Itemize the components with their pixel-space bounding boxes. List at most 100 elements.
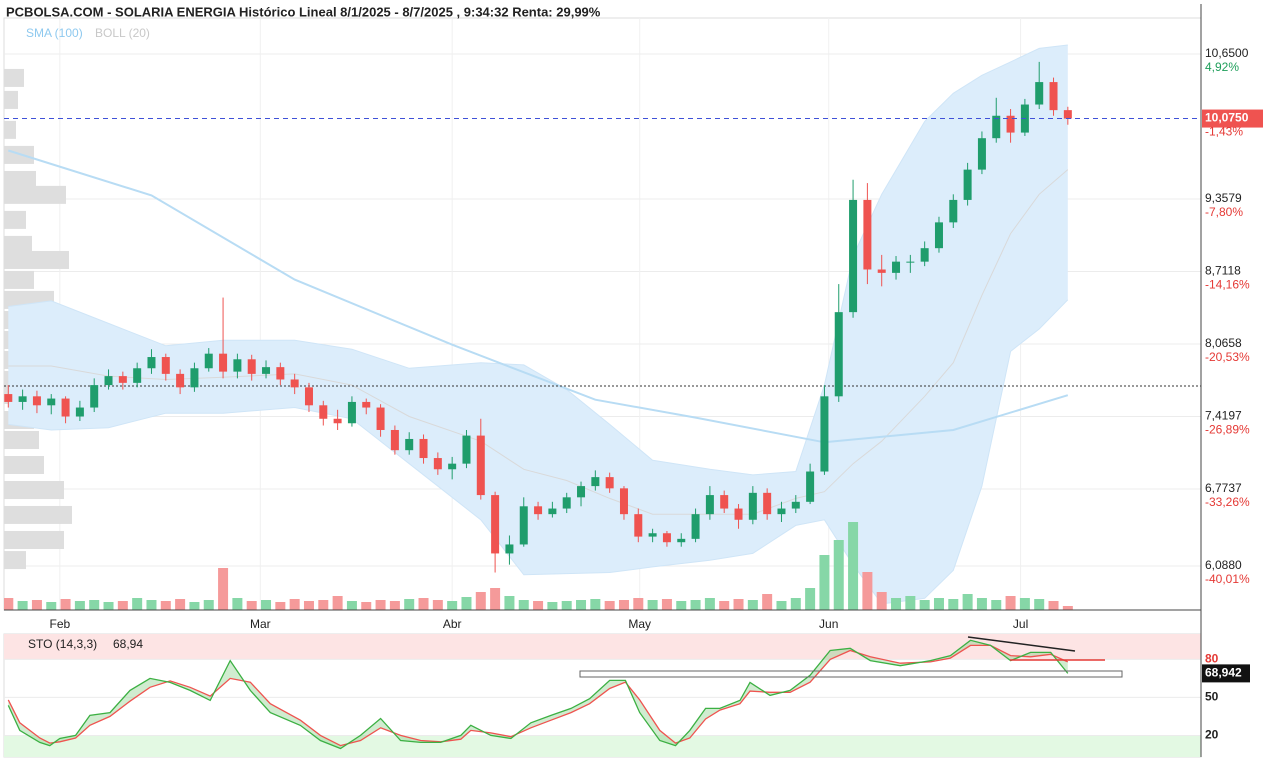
volume-profile-bar (4, 456, 44, 475)
pct-label: -14,16% (1205, 278, 1250, 292)
volume-bar (1019, 598, 1030, 610)
volume-profile-bar (4, 481, 64, 500)
candle-body (734, 508, 743, 520)
main-plot (4, 18, 1201, 610)
candle-body (934, 222, 943, 249)
volume-profile-bar (4, 145, 34, 164)
candle-body (519, 506, 528, 545)
volume-bar (74, 601, 85, 610)
volume-bar (547, 602, 558, 610)
bollinger-band (8, 45, 1068, 604)
candle-body (605, 477, 614, 489)
volume-bar (747, 600, 758, 610)
volume-bar (132, 598, 143, 610)
candle-body (204, 353, 213, 369)
candle-body (548, 508, 557, 515)
candle-body (405, 438, 414, 451)
candle-body (1063, 110, 1072, 119)
volume-bar (704, 598, 715, 610)
candle-body (376, 407, 385, 430)
candle-body (247, 359, 256, 374)
y-tick-label: 8,7118 (1205, 264, 1241, 278)
volume-bar (103, 602, 114, 610)
candle-body (820, 396, 829, 472)
volume-profile-bar (4, 170, 36, 189)
volume-bar (962, 594, 973, 610)
x-tick-label: Mar (250, 617, 271, 631)
volume-bar (604, 601, 615, 610)
candle-body (619, 488, 628, 515)
volume-bar (518, 600, 529, 610)
volume-bar (318, 600, 329, 610)
sto-last-tag (1202, 664, 1250, 683)
volume-bar (303, 601, 314, 610)
candle-body (90, 385, 99, 408)
pct-label: -26,89% (1205, 423, 1250, 437)
candle-body (491, 495, 500, 554)
volume-bar (117, 601, 128, 610)
sma-line (8, 149, 1069, 444)
volume-bar (848, 522, 859, 610)
y-tick-label: 6,0880 (1205, 558, 1242, 572)
candle-body (977, 138, 986, 170)
y-tick-label: 9,3579 (1205, 191, 1242, 205)
sto-band (4, 735, 1201, 757)
y-tick-label: 10,6500 (1205, 46, 1249, 60)
volume-bar (17, 601, 28, 610)
candle-body (920, 248, 929, 262)
candle-body (791, 501, 800, 509)
candle-body (691, 514, 700, 539)
volume-profile-bar (4, 530, 64, 549)
volume-bar (246, 601, 257, 610)
candle-body (863, 199, 872, 270)
candle-body (104, 376, 113, 386)
sto-last-label: 68,942 (1205, 666, 1242, 680)
volume-bar (690, 600, 701, 610)
candle-body (720, 495, 729, 509)
volume-bar (275, 602, 286, 610)
volume-bar (776, 601, 787, 610)
x-tick-label: Abr (443, 617, 462, 631)
candle-body (147, 357, 156, 369)
candle-body (906, 261, 915, 263)
volume-bar (819, 555, 830, 610)
candle-body (591, 477, 600, 487)
volume-bar (31, 600, 42, 610)
y-tick-label: 50 (1205, 690, 1219, 704)
volume-bar (533, 601, 544, 610)
volume-profile-bar (4, 120, 16, 139)
volume-profile-bar (4, 430, 39, 449)
candle-body (304, 387, 313, 406)
sto-d-line (7, 644, 1069, 747)
candle-body (176, 373, 185, 388)
volume-bar (404, 599, 415, 610)
volume-bar (447, 601, 458, 610)
volume-bar (948, 599, 959, 610)
volume-bar (461, 597, 472, 610)
pct-label: -1,43% (1205, 125, 1243, 139)
volume-bar (475, 592, 486, 610)
volume-bar (218, 568, 229, 610)
candle-body (877, 269, 886, 273)
candle-body (290, 379, 299, 388)
volume-bar (504, 596, 515, 610)
volume-bar (346, 601, 357, 610)
volume-bar (991, 600, 1002, 610)
volume-bar (647, 600, 658, 610)
volume-bar (676, 601, 687, 610)
candle-body (75, 407, 84, 417)
volume-bar (418, 598, 429, 610)
range-box (579, 670, 1123, 678)
legend-sma: SMA (100) (26, 26, 83, 40)
candle-body (748, 492, 757, 520)
axes: 10,6500 9,3579 8,7118 8,0658 7,4197 6,7737 6,0… (49, 46, 1263, 742)
volume-bar (175, 599, 186, 610)
volume-bar (618, 600, 629, 610)
candle-body (834, 312, 843, 397)
sto-band (4, 634, 1201, 660)
candle-body (662, 533, 671, 543)
candle-body (18, 396, 27, 402)
candle-body (276, 367, 285, 380)
